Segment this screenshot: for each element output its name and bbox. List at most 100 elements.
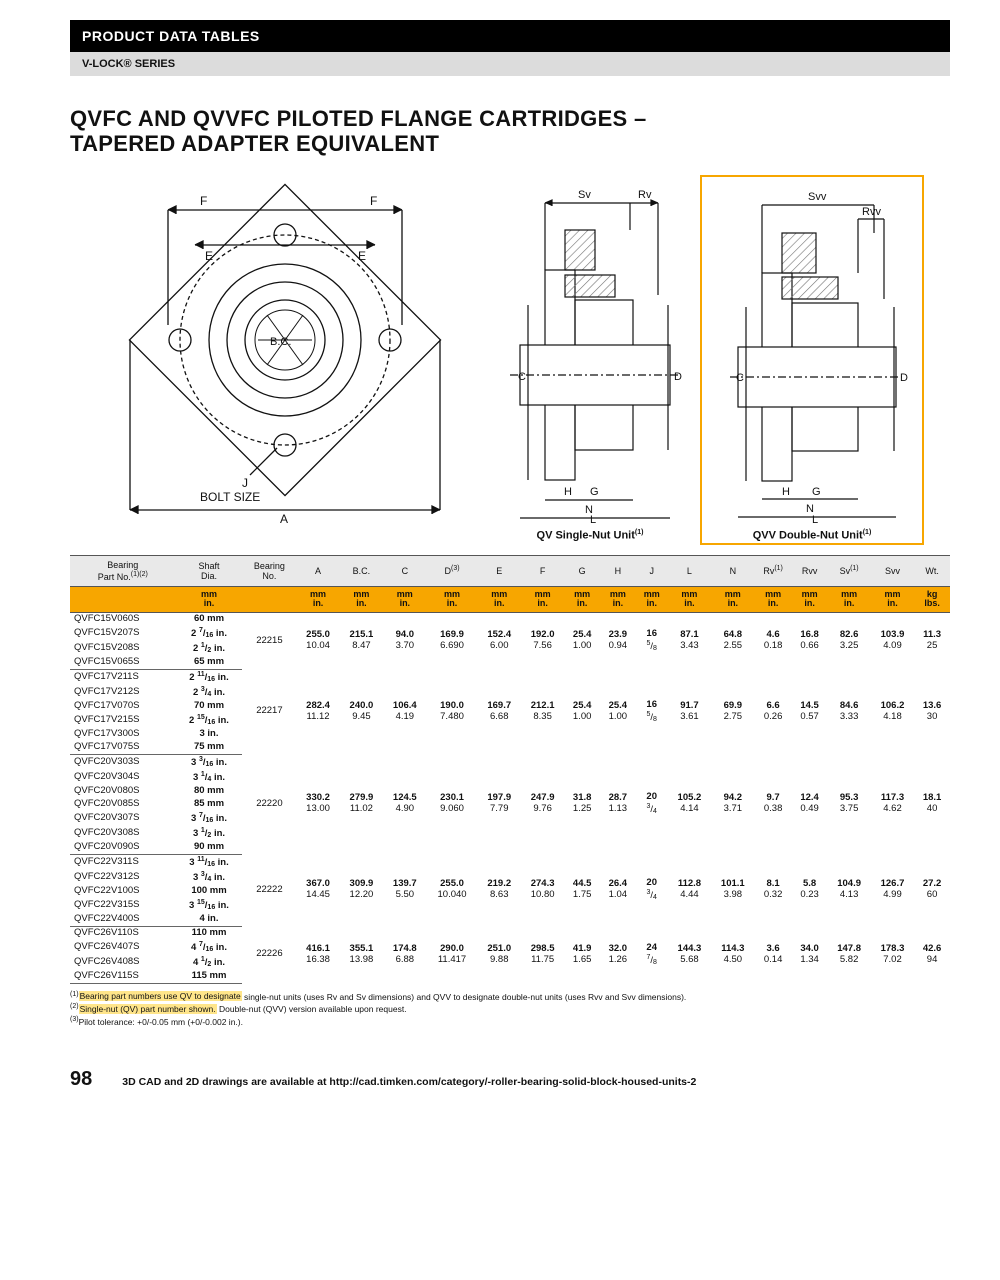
col-header: Rv(1) — [755, 556, 792, 587]
value-cell: 4.60.18 — [755, 612, 792, 669]
value-cell: 255.010.040 — [427, 854, 478, 926]
part-number: QVFC22V315S — [70, 898, 176, 913]
value-cell: 101.13.98 — [711, 854, 754, 926]
value-cell: 41.91.65 — [564, 926, 600, 983]
unit-cell: mmin. — [711, 586, 754, 612]
page-title: QVFC AND QVVFC PILOTED FLANGE CARTRIDGES… — [70, 106, 950, 157]
shaft-dia: 3 15/16 in. — [176, 898, 243, 913]
shaft-dia: 3 11/16 in. — [176, 854, 243, 870]
col-header: J — [636, 556, 668, 587]
value-cell: 25.41.00 — [564, 669, 600, 754]
value-cell: 18.140 — [914, 754, 950, 854]
value-cell: 139.75.50 — [383, 854, 426, 926]
value-cell: 13.630 — [914, 669, 950, 754]
value-cell: 197.97.79 — [478, 754, 521, 854]
value-cell: 104.94.13 — [827, 854, 870, 926]
value-cell: 12.40.49 — [792, 754, 828, 854]
unit-cell: kglbs. — [914, 586, 950, 612]
unit-cell: mmin. — [636, 586, 668, 612]
unit-cell: mmin. — [755, 586, 792, 612]
value-cell: 298.511.75 — [521, 926, 564, 983]
col-header: Rvv — [792, 556, 828, 587]
part-number: QVFC26V407S — [70, 940, 176, 955]
value-cell: 28.71.13 — [600, 754, 636, 854]
value-cell: 282.411.12 — [296, 669, 339, 754]
value-cell: 6.60.26 — [755, 669, 792, 754]
part-number: QVFC17V070S — [70, 700, 176, 713]
unit-cell: mmin. — [792, 586, 828, 612]
col-header: L — [668, 556, 711, 587]
col-header: B.C. — [340, 556, 383, 587]
svg-text:H: H — [564, 486, 572, 498]
unit-cell: mmin. — [668, 586, 711, 612]
shaft-dia: 2 1/2 in. — [176, 641, 243, 656]
value-cell: 26.41.04 — [600, 854, 636, 926]
value-cell: 95.33.75 — [827, 754, 870, 854]
bearing-no: 22222 — [242, 854, 296, 926]
value-cell: 192.07.56 — [521, 612, 564, 669]
value-cell: 82.63.25 — [827, 612, 870, 669]
value-cell: 219.28.63 — [478, 854, 521, 926]
footer-text: 3D CAD and 2D drawings are available at … — [122, 1076, 696, 1088]
shaft-dia: 2 11/16 in. — [176, 669, 243, 685]
col-header: A — [296, 556, 339, 587]
shaft-dia: 3 3/4 in. — [176, 870, 243, 885]
svg-text:Svv: Svv — [808, 191, 827, 203]
unit-cell: mmin. — [871, 586, 914, 612]
value-cell: 14.50.57 — [792, 669, 828, 754]
bearing-no: 22215 — [242, 612, 296, 669]
shaft-dia: 2 3/4 in. — [176, 685, 243, 700]
shaft-dia: 75 mm — [176, 741, 243, 754]
value-cell: 212.18.35 — [521, 669, 564, 754]
table-row: QVFC22V311S3 11/16 in.22222367.014.45309… — [70, 854, 950, 870]
value-cell: 330.213.00 — [296, 754, 339, 854]
qvv-diagram: SvvRvv CD HG NL QVV Double-Nut Unit(1) — [700, 175, 924, 546]
svg-text:J: J — [242, 476, 248, 490]
svg-text:C: C — [736, 372, 744, 384]
col-header: F — [521, 556, 564, 587]
value-cell: 274.310.80 — [521, 854, 564, 926]
part-number: QVFC22V312S — [70, 870, 176, 885]
part-number: QVFC22V400S — [70, 913, 176, 926]
footnote: (2)Single-nut (QV) part number shown. Do… — [70, 1002, 950, 1015]
value-cell: 147.85.82 — [827, 926, 870, 983]
svg-text:Sv: Sv — [578, 189, 591, 201]
bearing-no: 22226 — [242, 926, 296, 983]
value-cell: 203/4 — [636, 854, 668, 926]
value-cell: 178.37.02 — [871, 926, 914, 983]
unit-cell: mmin. — [296, 586, 339, 612]
svg-text:Rvv: Rvv — [862, 206, 881, 218]
svg-text:E: E — [358, 249, 366, 263]
value-cell: 25.41.00 — [564, 612, 600, 669]
value-cell: 126.74.99 — [871, 854, 914, 926]
table-row: QVFC20V303S3 3/16 in.22220330.213.00279.… — [70, 754, 950, 770]
unit-cell: mmin. — [478, 586, 521, 612]
shaft-dia: 65 mm — [176, 656, 243, 669]
value-cell: 3.60.14 — [755, 926, 792, 983]
unit-cell: mmin. — [383, 586, 426, 612]
value-cell: 215.18.47 — [340, 612, 383, 669]
value-cell: 416.116.38 — [296, 926, 339, 983]
shaft-dia: 4 7/16 in. — [176, 940, 243, 955]
page-footer: 98 3D CAD and 2D drawings are available … — [70, 1068, 950, 1091]
shaft-dia: 100 mm — [176, 885, 243, 898]
value-cell: 169.76.68 — [478, 669, 521, 754]
col-header: C — [383, 556, 426, 587]
svg-text:Rv: Rv — [638, 189, 652, 201]
table-row: QVFC26V110S110 mm22226416.116.38355.113.… — [70, 926, 950, 939]
value-cell: 91.73.61 — [668, 669, 711, 754]
svg-text:BOLT SIZE: BOLT SIZE — [200, 490, 260, 504]
shaft-dia: 4 in. — [176, 913, 243, 926]
col-header: BearingNo. — [242, 556, 296, 587]
svg-text:D: D — [674, 371, 682, 383]
table-row: QVFC17V211S2 11/16 in.22217282.411.12240… — [70, 669, 950, 685]
page-number: 98 — [70, 1068, 92, 1091]
value-cell: 94.23.71 — [711, 754, 754, 854]
part-number: QVFC17V075S — [70, 741, 176, 754]
shaft-dia: 80 mm — [176, 785, 243, 798]
value-cell: 309.912.20 — [340, 854, 383, 926]
value-cell: 255.010.04 — [296, 612, 339, 669]
value-cell: 247.99.76 — [521, 754, 564, 854]
svg-text:A: A — [280, 512, 288, 525]
unit-cell: mmin. — [564, 586, 600, 612]
